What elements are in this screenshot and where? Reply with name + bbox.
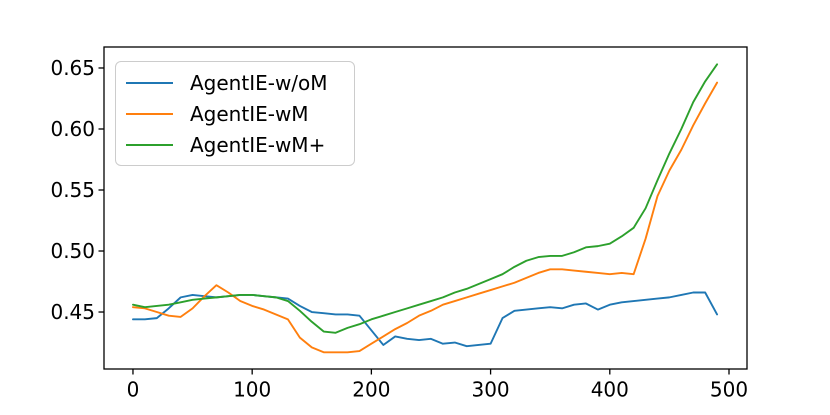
series-line-agentie-wm	[132, 81, 719, 354]
y-tick-label: 0.65	[50, 56, 95, 80]
legend-line-sample-agentie-wom	[126, 81, 173, 84]
x-tick-label: 300	[471, 378, 509, 402]
y-tick-label: 0.45	[50, 300, 95, 324]
x-tick-label: 200	[352, 378, 390, 402]
x-tick-label: 400	[591, 378, 629, 402]
legend-entry-agentie-wom: AgentIE-w/oM	[126, 67, 344, 98]
x-tick-label: 100	[233, 378, 271, 402]
legend-entry-agentie-wm: AgentIE-wM	[126, 98, 344, 129]
legend-label-agentie-wm-plus: AgentIE-wM+	[190, 132, 326, 157]
series-line-agentie-wm-	[132, 63, 719, 334]
x-tick-label: 500	[710, 378, 748, 402]
legend-label-agentie-wm: AgentIE-wM	[190, 101, 309, 126]
legend: AgentIE-w/oM AgentIE-wM AgentIE-wM+	[115, 61, 355, 166]
x-tick-label: 0	[127, 378, 140, 402]
y-tick-label: 0.55	[50, 178, 95, 202]
legend-entry-agentie-wm-plus: AgentIE-wM+	[126, 129, 344, 160]
y-tick-label: 0.50	[50, 239, 95, 263]
legend-line-sample-agentie-wm	[126, 112, 173, 115]
y-tick-label: 0.60	[50, 117, 95, 141]
legend-label-agentie-wom: AgentIE-w/oM	[190, 70, 328, 95]
legend-line-sample-agentie-wm-plus	[126, 143, 173, 146]
